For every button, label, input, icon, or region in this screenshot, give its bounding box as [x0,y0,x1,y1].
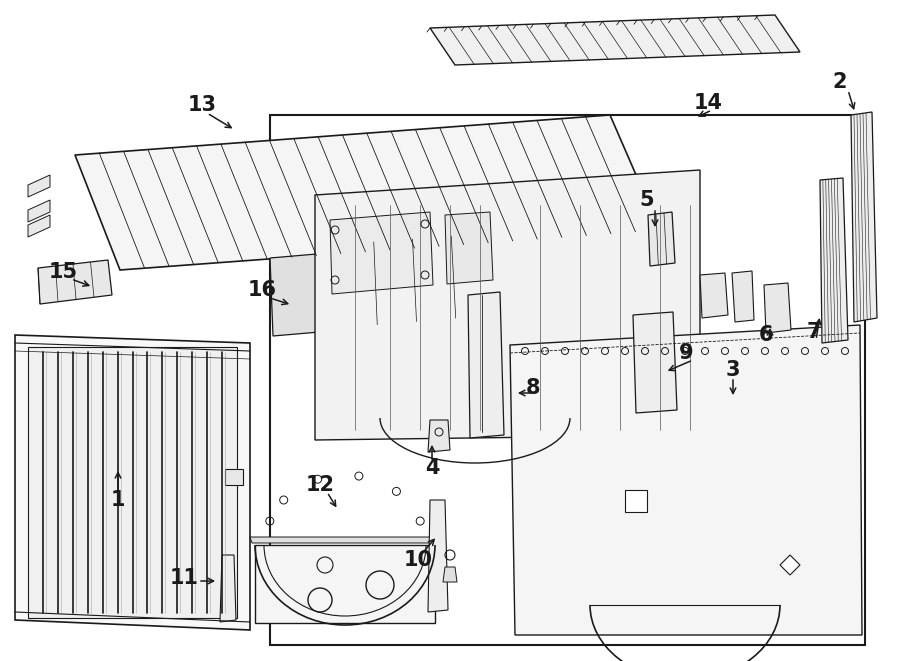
Polygon shape [335,233,495,328]
Text: 7: 7 [806,322,821,342]
Polygon shape [28,175,50,197]
Polygon shape [510,325,862,635]
Polygon shape [15,335,250,630]
Text: 15: 15 [49,262,77,282]
Polygon shape [28,200,50,222]
Text: 13: 13 [187,95,217,115]
Polygon shape [851,112,877,322]
Polygon shape [315,170,700,440]
Polygon shape [764,283,791,333]
Polygon shape [430,15,800,65]
Polygon shape [250,537,440,543]
Polygon shape [648,212,675,266]
Polygon shape [633,312,677,413]
Polygon shape [38,260,112,304]
Polygon shape [780,555,800,575]
Polygon shape [28,347,237,618]
Text: 2: 2 [832,72,847,92]
Polygon shape [428,500,448,612]
Polygon shape [468,292,504,438]
Text: 6: 6 [759,325,773,345]
Polygon shape [443,567,457,582]
Polygon shape [220,555,236,622]
Polygon shape [445,212,493,284]
Bar [225,469,243,485]
Polygon shape [75,115,660,270]
Text: 1: 1 [111,490,125,510]
Bar [270,115,865,645]
Text: 16: 16 [248,280,276,300]
Polygon shape [330,212,433,294]
Polygon shape [732,271,754,322]
Text: 11: 11 [169,568,199,588]
Text: 8: 8 [526,378,540,398]
Polygon shape [270,252,343,336]
Polygon shape [28,215,50,237]
Text: 10: 10 [403,550,433,570]
Text: 9: 9 [679,343,693,363]
Polygon shape [255,545,435,623]
Text: 5: 5 [640,190,654,210]
Text: 4: 4 [425,458,439,478]
Text: 14: 14 [694,93,723,113]
Text: 12: 12 [305,475,335,495]
Polygon shape [428,420,450,452]
Polygon shape [820,178,848,343]
Bar [625,490,647,512]
Text: 3: 3 [725,360,740,380]
Polygon shape [700,273,728,318]
